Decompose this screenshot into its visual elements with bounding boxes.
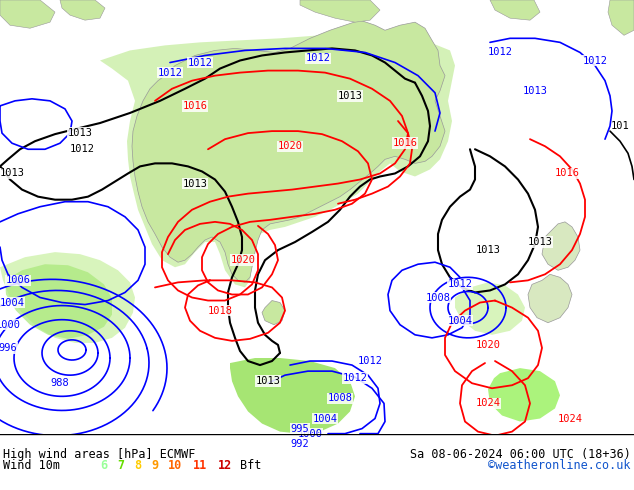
Text: 9: 9 <box>151 459 158 472</box>
Polygon shape <box>0 0 55 28</box>
Text: 1012: 1012 <box>583 55 607 66</box>
Text: 1012: 1012 <box>157 68 183 77</box>
Text: 1013: 1013 <box>256 376 280 386</box>
Text: 1018: 1018 <box>207 306 233 316</box>
Text: 1012: 1012 <box>70 144 94 154</box>
Text: 988: 988 <box>51 378 69 388</box>
Text: ©weatheronline.co.uk: ©weatheronline.co.uk <box>489 459 631 472</box>
Text: 995: 995 <box>290 424 309 434</box>
Text: 1008: 1008 <box>425 293 451 302</box>
Polygon shape <box>490 0 540 20</box>
Text: 1013: 1013 <box>183 178 207 189</box>
Text: 1013: 1013 <box>476 245 500 255</box>
Text: 1004: 1004 <box>0 297 25 308</box>
Text: 1006: 1006 <box>6 275 30 285</box>
Text: 1016: 1016 <box>555 169 579 178</box>
Text: 1020: 1020 <box>231 255 256 265</box>
Text: 1004: 1004 <box>313 414 337 423</box>
Text: 992: 992 <box>290 439 309 449</box>
Text: 1020: 1020 <box>476 340 500 350</box>
Text: 1012: 1012 <box>188 57 212 68</box>
Text: 1013: 1013 <box>337 91 363 101</box>
Text: 1024: 1024 <box>476 398 500 408</box>
Text: 1024: 1024 <box>557 414 583 423</box>
Polygon shape <box>60 0 105 20</box>
Polygon shape <box>100 35 455 288</box>
Polygon shape <box>5 264 112 339</box>
Text: 1008: 1008 <box>328 393 353 403</box>
Text: 11: 11 <box>193 459 207 472</box>
Text: 1012: 1012 <box>488 48 512 57</box>
Text: 1012: 1012 <box>448 279 472 290</box>
Polygon shape <box>488 368 560 421</box>
Text: 1013: 1013 <box>522 86 548 96</box>
Text: 10: 10 <box>168 459 182 472</box>
Text: 996: 996 <box>0 343 17 353</box>
Text: 8: 8 <box>134 459 141 472</box>
Text: 1000: 1000 <box>297 429 323 439</box>
Text: 12: 12 <box>218 459 232 472</box>
Text: 1016: 1016 <box>183 101 207 111</box>
Text: 1012: 1012 <box>342 373 368 383</box>
Text: 101: 101 <box>611 121 629 131</box>
Polygon shape <box>0 252 135 343</box>
Text: 1013: 1013 <box>527 237 552 247</box>
Text: 1012: 1012 <box>358 356 382 366</box>
Text: 1013: 1013 <box>67 128 93 138</box>
Text: 1012: 1012 <box>306 53 330 64</box>
Polygon shape <box>300 0 380 22</box>
Polygon shape <box>455 282 525 335</box>
Text: Bft: Bft <box>240 459 261 472</box>
Polygon shape <box>542 222 580 270</box>
Text: 1000: 1000 <box>0 320 20 330</box>
Text: 6: 6 <box>100 459 107 472</box>
Text: 7: 7 <box>117 459 124 472</box>
Text: 1020: 1020 <box>278 141 302 151</box>
Polygon shape <box>528 274 572 323</box>
Text: High wind areas [hPa] ECMWF: High wind areas [hPa] ECMWF <box>3 448 195 461</box>
Text: 1013: 1013 <box>0 169 25 178</box>
Text: Wind 10m: Wind 10m <box>3 459 60 472</box>
Polygon shape <box>230 358 355 434</box>
Polygon shape <box>132 20 445 282</box>
Polygon shape <box>262 300 285 325</box>
Polygon shape <box>608 0 634 35</box>
Text: 1004: 1004 <box>448 316 472 326</box>
Text: 1016: 1016 <box>392 138 418 148</box>
Text: Sa 08-06-2024 06:00 UTC (18+36): Sa 08-06-2024 06:00 UTC (18+36) <box>410 448 631 461</box>
